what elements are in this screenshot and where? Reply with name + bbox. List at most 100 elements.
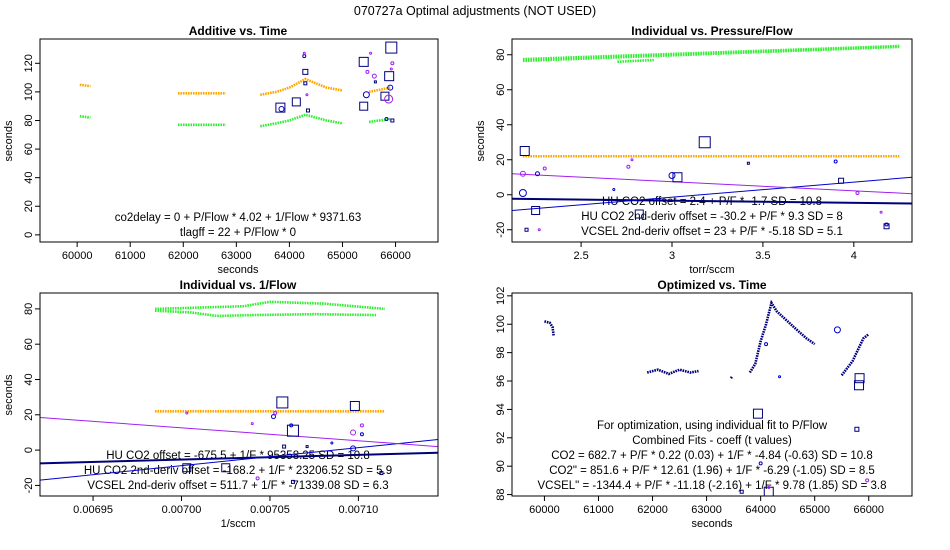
y-tick-label: 60 xyxy=(495,84,507,96)
data-segment xyxy=(748,299,816,374)
annotation-co2-2nd-fit: CO2" = 851.6 + P/F * 12.61 (1.96) + 1/F … xyxy=(549,465,875,477)
annotation-co2delay: co2delay = 0 + P/Flow * 4.02 + 1/Flow * … xyxy=(115,212,361,224)
y-tick-label: 120 xyxy=(23,54,35,72)
x-tick-label: 65000 xyxy=(327,250,358,262)
x-tick-label: 3.5 xyxy=(755,250,770,262)
x-tick-label: 3 xyxy=(669,250,675,262)
x-tick-label: 0.00700 xyxy=(162,504,202,516)
data-point xyxy=(384,117,389,122)
plot-area xyxy=(79,41,398,128)
plot-frame xyxy=(511,38,913,243)
series-co2delay xyxy=(154,300,386,318)
data-point xyxy=(833,326,841,334)
series-tlagff xyxy=(79,77,391,97)
data-point xyxy=(182,463,192,473)
data-point xyxy=(350,429,357,436)
x-tick-label: 65000 xyxy=(799,504,830,516)
y-axis-label: seconds xyxy=(3,374,15,415)
data-segment xyxy=(259,77,343,97)
fit-line xyxy=(512,197,912,205)
data-point xyxy=(255,476,260,481)
data-point xyxy=(359,101,369,111)
series-hu-2nd-deriv xyxy=(518,159,889,227)
data-point xyxy=(373,80,377,84)
annotation-optimization-note: For optimization, using individual fit t… xyxy=(597,420,828,432)
x-tick-label: 66000 xyxy=(380,250,411,262)
panel-additive-vs-time: Additive vs. Time seconds seconds co2del… xyxy=(3,24,439,276)
data-point xyxy=(371,73,377,79)
y-tick-label: 100 xyxy=(495,315,507,333)
data-point xyxy=(390,61,395,66)
data-segment xyxy=(646,368,699,376)
y-axis-label: seconds xyxy=(475,120,487,161)
series-co2delay xyxy=(79,113,391,128)
series-vcsel xyxy=(185,411,364,481)
x-axis-label: seconds xyxy=(692,518,733,530)
x-tick-label: 63000 xyxy=(221,250,252,262)
panel-title: Optimized vs. Time xyxy=(657,278,766,292)
plot-frame xyxy=(511,292,913,497)
data-point xyxy=(537,228,541,232)
y-tick-label: 60 xyxy=(23,338,35,350)
data-point xyxy=(384,71,395,82)
y-tick-label: 20 xyxy=(23,200,35,212)
data-point xyxy=(369,51,373,55)
data-point xyxy=(302,54,307,59)
y-tick-label: 80 xyxy=(495,49,507,61)
data-point xyxy=(764,342,769,347)
data-point xyxy=(291,97,301,107)
plot-area xyxy=(512,44,912,232)
panel-title: Individual vs. 1/Flow xyxy=(180,278,297,292)
y-tick-label: 102 xyxy=(495,287,507,305)
series-optimized xyxy=(544,299,870,379)
y-tick-label: 92 xyxy=(495,432,507,444)
data-point xyxy=(358,56,369,67)
data-segment xyxy=(79,114,91,119)
data-segment xyxy=(259,113,343,128)
data-point xyxy=(833,159,838,164)
y-tick-label: 100 xyxy=(23,83,35,101)
y-tick-label: 40 xyxy=(23,172,35,184)
data-point xyxy=(531,206,541,215)
x-tick-label: 0.00705 xyxy=(250,504,290,516)
series-hu-offset xyxy=(275,41,398,123)
x-axis-label: 1/sccm xyxy=(221,518,256,530)
annotation-hu-2nd-deriv: HU CO2 2nd-deriv offset = -30.2 + P/F * … xyxy=(581,211,843,223)
x-tick-label: 63000 xyxy=(691,504,722,516)
data-point xyxy=(389,67,393,71)
y-tick-label: 80 xyxy=(23,114,35,126)
data-point xyxy=(519,170,526,177)
y-tick-label: 0 xyxy=(23,447,35,453)
x-tick-label: 60000 xyxy=(62,250,93,262)
data-point xyxy=(250,422,254,426)
data-point xyxy=(879,210,883,214)
y-tick-label: 98 xyxy=(495,346,507,358)
data-point xyxy=(739,489,744,494)
data-segment xyxy=(617,58,654,64)
x-tick-label: 64000 xyxy=(745,504,776,516)
data-segment xyxy=(79,83,91,88)
data-point xyxy=(758,461,763,466)
data-point xyxy=(305,93,309,97)
data-point xyxy=(534,171,540,177)
series-hu-2nd-deriv xyxy=(270,414,364,452)
annotation-tlagff: tlagff = 22 + P/Flow * 0 xyxy=(180,227,296,239)
data-point xyxy=(519,146,530,156)
data-point xyxy=(290,479,295,484)
data-segment xyxy=(368,86,391,94)
data-segment xyxy=(154,300,386,311)
data-point xyxy=(767,485,771,489)
figure-title: 070727a Optimal adjustments (NOT USED) xyxy=(354,4,596,18)
series-hu-2nd-deriv xyxy=(758,326,841,466)
data-point xyxy=(302,68,309,75)
data-point xyxy=(305,108,310,113)
plot-frame xyxy=(39,38,439,243)
y-tick-label: -20 xyxy=(23,477,35,493)
data-segment xyxy=(368,117,391,124)
data-point xyxy=(518,189,527,197)
fit-line xyxy=(40,451,438,465)
y-tick-label: 60 xyxy=(23,143,35,155)
series-hu-offset xyxy=(519,136,890,232)
series-hu-offset xyxy=(182,396,384,484)
